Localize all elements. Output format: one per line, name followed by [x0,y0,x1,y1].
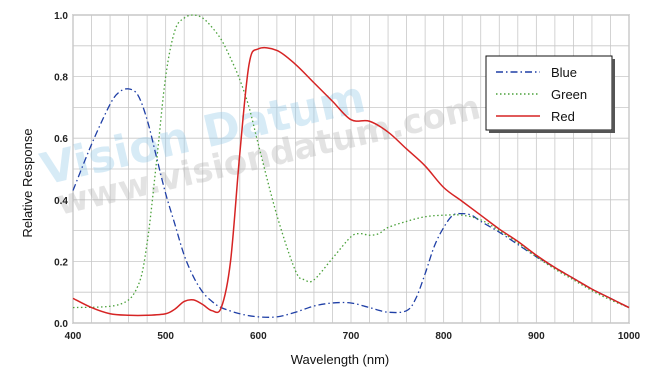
legend-box-shadow [612,59,615,133]
legend-box-shadow-bottom [489,130,615,133]
x-tick-labels: 400 500 600 700 800 900 1000 [65,331,641,342]
legend: Blue Green Red [485,55,615,133]
y-tick-labels: 0.0 0.2 0.4 0.6 0.8 1.0 [54,11,68,330]
y-tick-label: 0.6 [54,134,68,145]
series-layer [72,14,630,318]
x-tick-label: 700 [343,331,360,342]
y-tick-label: 1.0 [54,11,68,22]
grid-lines [72,14,630,324]
x-tick-label: 600 [250,331,267,342]
legend-box [485,55,613,131]
series-line-green [72,14,630,309]
legend-label-blue: Blue [551,65,577,80]
y-tick-label: 0.0 [54,319,68,330]
series-line-red [72,46,630,317]
y-tick-label: 0.2 [54,257,68,268]
y-tick-label: 0.8 [54,73,68,84]
x-tick-label: 900 [528,331,545,342]
x-tick-label: 500 [157,331,174,342]
x-tick-label: 1000 [618,331,641,342]
x-tick-label: 400 [65,331,82,342]
legend-label-red: Red [551,109,575,124]
y-tick-label: 0.4 [54,196,68,207]
x-axis-title: Wavelength (nm) [291,352,390,367]
legend-label-green: Green [551,87,587,102]
y-axis-title: Relative Response [20,128,35,237]
x-tick-label: 800 [435,331,452,342]
